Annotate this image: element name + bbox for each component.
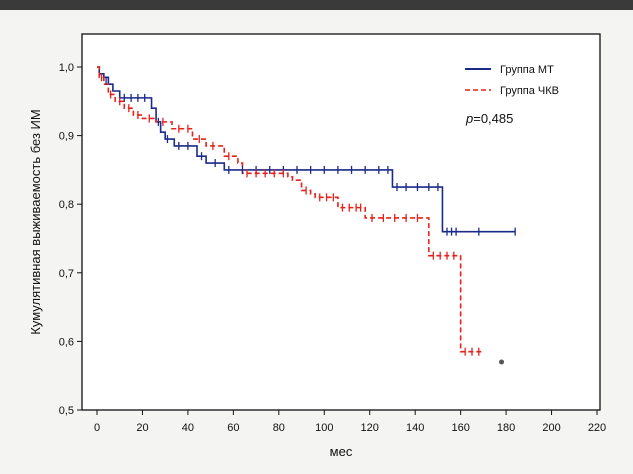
x-tick-label: 120 [361,422,379,434]
plot-area [81,33,601,411]
p-value-annotation: p=0,485 [465,111,513,126]
y-tick-label: 0,8 [59,199,74,211]
series-layer [97,66,516,353]
x-tick-label: 180 [497,422,515,434]
extra-points-layer [499,359,505,365]
p-value-symbol: p [465,111,473,126]
y-tick-label: 0,5 [59,405,74,417]
y-tick-label: 0,9 [59,131,74,143]
x-axis: 0 20 40 60 80 100 120 140 160 180 200 220 [94,410,606,434]
top-edge-band [0,0,633,10]
stray-point [499,359,505,365]
x-tick-label: 100 [315,422,333,434]
x-tick-label: 0 [94,422,100,434]
y-tick-label: 0,6 [59,336,74,348]
x-tick-label: 140 [406,422,424,434]
x-tick-label: 200 [542,422,560,434]
legend-label-pci: Группа ЧКВ [500,85,559,97]
x-tick-label: 40 [182,422,194,434]
y-tick-label: 1,0 [59,62,74,74]
series-line-pci [97,66,484,353]
series-line-mt [97,66,516,233]
x-tick-label: 160 [451,422,469,434]
x-tick-label: 20 [136,422,148,434]
legend: Группа МТ Группа ЧКВ [465,64,559,97]
x-tick-label: 80 [273,422,285,434]
y-axis: 0,5 0,6 0,7 0,8 0,9 1,0 [59,62,82,417]
p-value-number: =0,485 [473,111,513,126]
x-tick-label: 60 [227,422,239,434]
legend-label-mt: Группа МТ [500,64,554,76]
censor-layer [100,73,516,356]
y-tick-label: 0,7 [59,268,74,280]
y-axis-label: Кумулятивная выживаемость без ИМ [28,109,43,334]
x-axis-label: мес [330,444,353,459]
x-tick-label: 220 [588,422,606,434]
